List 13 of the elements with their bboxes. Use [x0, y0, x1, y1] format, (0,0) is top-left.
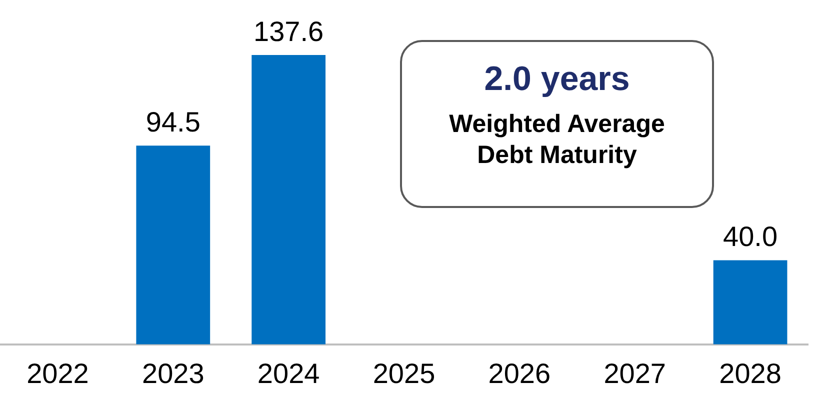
x-tick-label: 2027	[604, 358, 666, 389]
x-tick-label: 2025	[372, 358, 436, 389]
x-tick-label: 2024	[257, 358, 320, 389]
data-label: 94.5	[146, 106, 200, 138]
x-tick-label: 2026	[488, 358, 551, 389]
x-tick-label: 2023	[142, 358, 204, 389]
data-label: 137.6	[254, 16, 324, 47]
x-tick-label: 2028	[719, 358, 782, 389]
annotation: 2.0 years	[483, 60, 631, 99]
data-label: 40.0	[723, 221, 778, 252]
annotation: Weighted Average Debt Maturity	[448, 109, 666, 171]
x-tick-label: 2022	[26, 358, 89, 389]
rounded-callout-box: 2.0 years Weighted Average Debt Maturity	[400, 40, 714, 208]
